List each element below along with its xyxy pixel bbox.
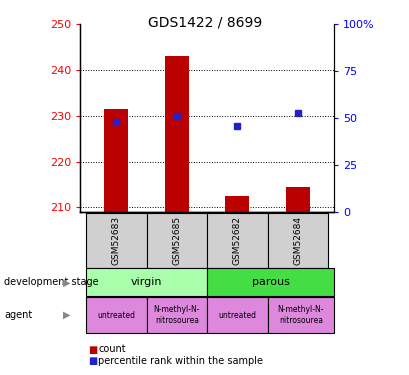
Text: count: count	[98, 345, 126, 354]
Bar	[164, 56, 189, 212]
Text: percentile rank within the sample: percentile rank within the sample	[98, 356, 263, 366]
Text: untreated: untreated	[218, 310, 256, 320]
Text: agent: agent	[4, 310, 32, 320]
Bar	[267, 297, 333, 333]
Text: ■: ■	[88, 345, 97, 354]
Text: ▶: ▶	[63, 278, 70, 287]
Bar	[86, 268, 207, 296]
Text: development stage: development stage	[4, 278, 99, 287]
Text: GSM52685: GSM52685	[172, 216, 181, 265]
Bar	[146, 213, 207, 268]
Bar	[207, 297, 267, 333]
Bar	[86, 213, 146, 268]
Bar	[104, 109, 128, 212]
Bar	[267, 213, 327, 268]
Text: N-methyl-N-
nitrosourea: N-methyl-N- nitrosourea	[153, 306, 200, 325]
Text: GSM52683: GSM52683	[112, 216, 121, 265]
Text: GDS1422 / 8699: GDS1422 / 8699	[148, 15, 261, 29]
Text: GSM52684: GSM52684	[292, 216, 301, 265]
Bar	[86, 297, 146, 333]
Text: parous: parous	[251, 277, 289, 287]
Text: untreated: untreated	[97, 310, 135, 320]
Text: N-methyl-N-
nitrosourea: N-methyl-N- nitrosourea	[277, 306, 324, 325]
Text: virgin: virgin	[130, 277, 162, 287]
Text: ■: ■	[88, 356, 97, 366]
Bar	[225, 196, 249, 212]
Text: ▶: ▶	[63, 310, 70, 320]
Bar	[146, 297, 207, 333]
Bar	[207, 268, 333, 296]
Bar	[285, 187, 309, 212]
Text: GSM52682: GSM52682	[232, 216, 241, 265]
Bar	[207, 213, 267, 268]
